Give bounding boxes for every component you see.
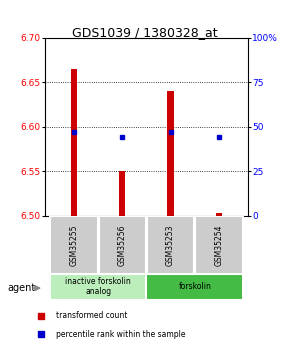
Bar	[71, 69, 77, 216]
Text: agent: agent	[7, 283, 35, 293]
Text: inactive forskolin
analog: inactive forskolin analog	[65, 277, 131, 296]
Text: transformed count: transformed count	[56, 312, 128, 321]
Text: percentile rank within the sample: percentile rank within the sample	[56, 330, 186, 339]
Bar	[99, 216, 146, 274]
Bar	[216, 213, 222, 216]
Bar	[146, 274, 243, 299]
Text: GSM35253: GSM35253	[166, 224, 175, 266]
Bar	[50, 274, 146, 299]
Bar	[168, 91, 174, 216]
Bar	[147, 216, 194, 274]
Bar	[119, 171, 126, 216]
Text: GDS1039 / 1380328_at: GDS1039 / 1380328_at	[72, 26, 218, 39]
Bar	[195, 216, 243, 274]
Text: forskolin: forskolin	[178, 282, 211, 291]
Bar	[50, 216, 98, 274]
Text: GSM35256: GSM35256	[118, 224, 127, 266]
Text: GSM35255: GSM35255	[69, 224, 79, 266]
Text: GSM35254: GSM35254	[214, 224, 224, 266]
